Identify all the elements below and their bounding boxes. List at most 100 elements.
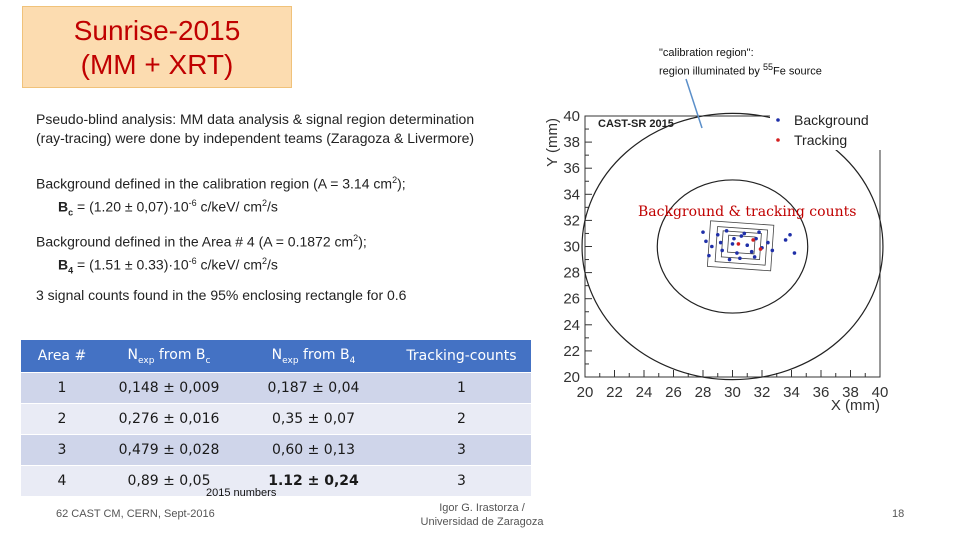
bc-unit: c/keV/ cm [196, 198, 262, 215]
cell-nexp-b4: 1.12 ± 0,24 [235, 465, 392, 496]
cell-area: 4 [21, 465, 103, 496]
cell-nexp-b4: 0,60 ± 0,13 [235, 434, 392, 466]
paragraph-calibration-background: Background defined in the calibration re… [36, 171, 406, 222]
y-axis-label: Y (mm) [544, 118, 561, 167]
b4-unit: c/keV/ cm [196, 256, 262, 273]
table-row: 4 0,89 ± 0,05 1.12 ± 0,24 3 [21, 465, 531, 496]
paragraph-area4-background: Background defined in the Area # 4 (A = … [36, 229, 367, 280]
y-tick-label: 24 [563, 317, 580, 334]
background-point [724, 229, 729, 233]
signal-rectangle [706, 220, 775, 272]
background-point [720, 248, 724, 253]
footer-author: Igor G. Irastorza / Universidad de Zarag… [412, 501, 552, 529]
area-unit-exponent: 2 [392, 175, 398, 185]
background-point [752, 255, 757, 259]
footer-author-name: Igor G. Irastorza / [439, 502, 525, 514]
cell-nexp-bc: 0,479 ± 0,028 [103, 434, 235, 466]
background-point [715, 232, 720, 237]
paragraph-pseudo-blind-line-2: (ray-tracing) were done by independent t… [36, 130, 475, 146]
legend-label: Tracking [794, 132, 847, 148]
chart-title: CAST-SR 2015 [598, 118, 674, 130]
header-nexp-bc-sub2: c [205, 355, 211, 366]
title-line-2: (MM + XRT) [80, 49, 234, 80]
paragraph-signal-counts: 3 signal counts found in the 95% enclosi… [36, 287, 407, 303]
x-tick-label: 24 [636, 384, 653, 401]
header-nexp-b4-sub2: 4 [349, 355, 356, 366]
calibration-background-text: Background defined in the calibration re… [36, 175, 393, 192]
background-point [745, 243, 750, 247]
tracking-point [736, 242, 741, 246]
table-caption: 2015 numbers [206, 487, 277, 499]
paragraph-pseudo-blind-line-1: Pseudo-blind analysis: MM data analysis … [36, 111, 475, 127]
background-point [788, 232, 792, 237]
cell-nexp-b4: 0,187 ± 0,04 [235, 372, 392, 404]
x-axis-label: X (mm) [831, 397, 880, 414]
background-point [754, 236, 758, 241]
b4-exponent: -6 [188, 255, 197, 266]
overlay-label: Background & tracking counts [638, 204, 857, 220]
x-tick-label: 34 [783, 384, 800, 401]
header-nexp-bc: Nexp from Bc [103, 340, 235, 373]
legend-box [770, 110, 882, 150]
x-tick-label: 36 [813, 384, 830, 401]
legend-marker [776, 118, 780, 122]
background-point [783, 238, 788, 242]
legend-marker [776, 138, 780, 142]
header-nexp-b4-mid: from B [298, 346, 350, 363]
header-nexp-b4: Nexp from B4 [235, 340, 392, 373]
background-point [738, 256, 742, 261]
cell-tracking: 3 [392, 434, 531, 466]
background-point [757, 230, 761, 234]
calibration-note-line-2: region illuminated by 55Fe source [659, 60, 822, 79]
cell-area: 1 [21, 372, 103, 404]
y-tick-label: 34 [563, 186, 580, 203]
slide-title: Sunrise-2015 (MM + XRT) [22, 6, 292, 88]
legend-label: Background [794, 112, 869, 128]
area4-background-line-1: Background defined in the Area # 4 (A = … [36, 229, 367, 252]
header-nexp-b4-sub: exp [282, 355, 299, 366]
plot-frame [584, 115, 881, 378]
y-tick-label: 28 [563, 265, 580, 282]
header-nexp-bc-mid: from B [154, 346, 206, 363]
table-row: 2 0,276 ± 0,016 0,35 ± 0,07 2 [21, 403, 531, 435]
area4-unit-exponent: 2 [353, 233, 359, 243]
paragraph-pseudo-blind: Pseudo-blind analysis: MM data analysis … [36, 110, 474, 148]
bc-value: = (1.20 ± 0,07)·10 [73, 198, 189, 215]
area4-background-close: ); [358, 233, 367, 250]
y-tick-label: 38 [563, 134, 580, 151]
background-point [749, 249, 754, 254]
background-point [727, 257, 732, 262]
background-point [735, 251, 739, 255]
header-area: Area # [21, 340, 103, 373]
tracking-point [758, 247, 763, 251]
cell-nexp-bc: 0,148 ± 0,009 [103, 372, 235, 404]
x-tick-label: 40 [872, 384, 889, 401]
x-tick-label: 22 [606, 384, 623, 401]
x-tick-label: 32 [754, 384, 771, 401]
area4-background-line-2: B4 = (1.51 ± 0.33)·10-6 c/keV/ cm2/s [36, 252, 367, 280]
y-tick-label: 30 [563, 239, 580, 256]
footer-author-affiliation: Universidad de Zaragoza [420, 516, 544, 528]
cell-nexp-bc: 0,276 ± 0,016 [103, 403, 235, 435]
b4-value: = (1.51 ± 0.33)·10 [73, 256, 189, 273]
y-tick-label: 32 [563, 212, 580, 229]
b4-unit-time: /s [267, 256, 278, 273]
bc-unit-time: /s [267, 198, 278, 215]
calibration-note-isotope-mass: 55 [762, 62, 773, 72]
background-point [730, 242, 735, 246]
calibration-note-line-1: "calibration region": [659, 47, 754, 59]
calibration-background-line-2: Bc = (1.20 ± 0,07)·10-6 c/keV/ cm2/s [36, 194, 406, 222]
background-point [766, 240, 770, 245]
page-number: 18 [892, 508, 905, 520]
table-header-row: Area # Nexp from Bc Nexp from B4 Trackin… [21, 340, 531, 373]
b4-symbol: B [58, 256, 69, 273]
header-nexp-bc-n: N [127, 346, 138, 363]
areas-table: Area # Nexp from Bc Nexp from B4 Trackin… [21, 340, 531, 496]
calibration-note-text: region illuminated by [659, 65, 763, 78]
b4-unit-exponent: 2 [262, 255, 268, 266]
b4-subscript: 4 [68, 265, 74, 276]
y-tick-label: 22 [563, 343, 580, 360]
background-point [710, 244, 714, 249]
background-point [718, 240, 723, 245]
cell-tracking: 3 [392, 465, 531, 496]
